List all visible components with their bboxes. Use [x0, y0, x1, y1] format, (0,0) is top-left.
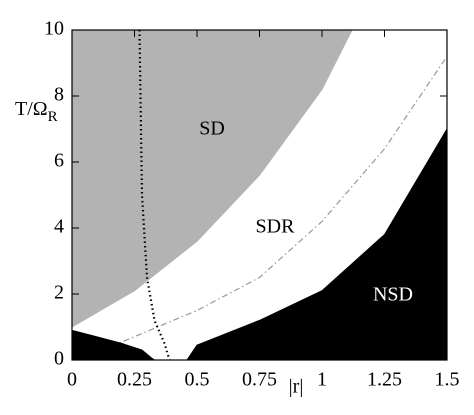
y-tick-label: 6 — [54, 150, 64, 172]
region-label: NSD — [373, 284, 413, 306]
y-tick-label: 10 — [44, 18, 64, 40]
x-axis-label: |r| — [289, 376, 304, 398]
region-label: SD — [199, 118, 225, 140]
x-tick-label: 0.5 — [185, 369, 210, 391]
y-tick-label: 2 — [54, 282, 64, 304]
x-tick-label: 1.5 — [435, 369, 460, 391]
region-fill — [72, 330, 155, 360]
region-boundary — [71, 329, 155, 361]
y-tick-label: 0 — [54, 348, 64, 370]
y-axis-label: T/ΩR — [15, 98, 58, 126]
x-tick-label: 1.25 — [367, 369, 402, 391]
region-fill — [187, 129, 447, 360]
x-tick-label: 1 — [317, 369, 327, 391]
y-tick-label: 8 — [54, 84, 64, 106]
region-label: SDR — [256, 216, 296, 238]
x-tick-label: 0 — [67, 369, 77, 391]
x-tick-label: 0.75 — [242, 369, 277, 391]
region-fill — [72, 30, 352, 327]
region-boundary — [186, 128, 448, 361]
region-boundary — [71, 29, 353, 328]
x-tick-label: 0.25 — [117, 369, 152, 391]
plot-area — [71, 29, 448, 361]
y-tick-label: 4 — [54, 216, 64, 238]
